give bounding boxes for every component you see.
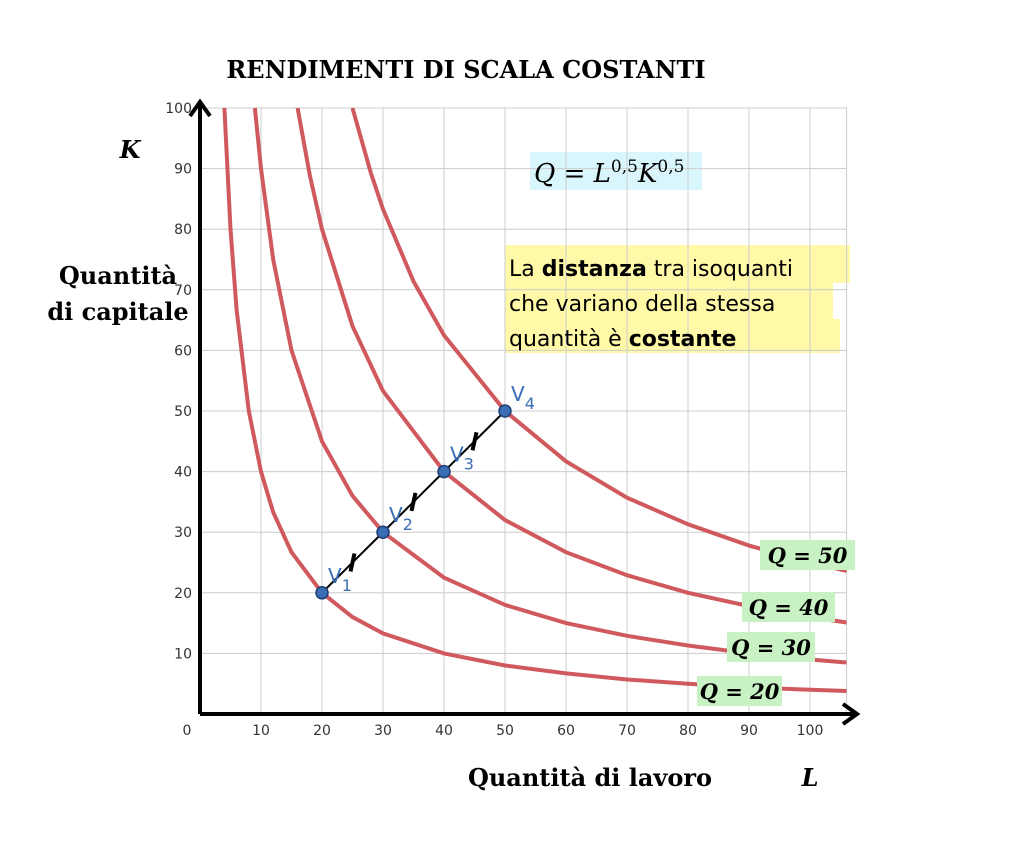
y-tick-label: 60 bbox=[174, 343, 192, 359]
isoquant bbox=[350, 107, 847, 573]
formula-part: 0,5 bbox=[611, 157, 638, 177]
point-label-sub: 1 bbox=[342, 576, 352, 595]
y-tick-label: 40 bbox=[174, 465, 192, 481]
formula-part: Q = L bbox=[534, 159, 611, 189]
note-line: che variano della stessa bbox=[509, 292, 775, 317]
point-label-main: V bbox=[511, 382, 525, 406]
chart-title: RENDIMENTI DI SCALA COSTANTI bbox=[226, 55, 705, 84]
x-tick-label: 90 bbox=[740, 723, 758, 739]
point-label: V4 bbox=[511, 382, 535, 413]
y-tick-label: 10 bbox=[174, 646, 192, 662]
legend-label: Q = 40 bbox=[749, 595, 829, 620]
point bbox=[437, 464, 451, 479]
x-tick-label: 50 bbox=[496, 723, 514, 739]
x-tick-label: 30 bbox=[374, 723, 392, 739]
note-segment: costante bbox=[629, 327, 737, 352]
y-tick-label: 90 bbox=[174, 162, 192, 178]
equal-distance-hatch bbox=[470, 431, 479, 451]
y-tick-label: 50 bbox=[174, 404, 192, 420]
point-label-main: V bbox=[328, 564, 342, 588]
y-axis-arrow bbox=[188, 98, 212, 118]
formula-box bbox=[530, 152, 702, 190]
note-line: La distanza tra isoquanti bbox=[509, 257, 793, 282]
point-label-main: V bbox=[450, 443, 464, 467]
y-axis-label: di capitale bbox=[47, 297, 188, 326]
x-tick-label: 20 bbox=[313, 723, 331, 739]
y-tick-label: 80 bbox=[174, 222, 192, 238]
legend-label: Q = 20 bbox=[700, 679, 780, 704]
note-line: quantità è costante bbox=[509, 327, 736, 352]
legend-label: Q = 50 bbox=[768, 543, 848, 568]
note-segment: La bbox=[509, 257, 542, 282]
note-segment: quantità è bbox=[509, 327, 629, 352]
point-label-sub: 2 bbox=[403, 515, 413, 534]
x-tick-label: 60 bbox=[557, 723, 575, 739]
formula: Q = L0,5K0,5 bbox=[534, 157, 684, 189]
x-tick-label: 10 bbox=[252, 723, 270, 739]
x-tick-label: 70 bbox=[618, 723, 636, 739]
x-tick-label: 0 bbox=[183, 723, 192, 739]
point-label-sub: 4 bbox=[525, 394, 535, 413]
note-segment: che variano della stessa bbox=[509, 292, 775, 317]
y-axis-symbol: K bbox=[119, 135, 142, 164]
legend-label: Q = 30 bbox=[731, 635, 811, 660]
point-label: V2 bbox=[389, 503, 413, 534]
point-label: V1 bbox=[328, 564, 352, 595]
legend-box bbox=[697, 676, 782, 706]
legend-box bbox=[742, 592, 835, 622]
x-axis-arrow bbox=[841, 702, 861, 726]
x-tick-label: 80 bbox=[679, 723, 697, 739]
point-label-main: V bbox=[389, 503, 403, 527]
y-tick-label: 70 bbox=[174, 283, 192, 299]
point-label: V3 bbox=[450, 443, 474, 474]
equal-distance-hatch bbox=[409, 492, 418, 512]
point bbox=[315, 586, 329, 600]
note-box bbox=[505, 283, 833, 319]
y-axis-label: Quantità bbox=[59, 261, 177, 290]
legend-box bbox=[727, 632, 815, 662]
legend-box bbox=[760, 540, 855, 570]
y-tick-label: 20 bbox=[174, 586, 192, 602]
x-tick-label: 40 bbox=[435, 723, 453, 739]
y-tick-label: 30 bbox=[174, 525, 192, 541]
x-axis-label: Quantità di lavoro bbox=[468, 763, 712, 792]
note-segment: distanza bbox=[542, 257, 647, 282]
note-segment: tra isoquanti bbox=[647, 257, 793, 282]
formula-part: 0,5 bbox=[657, 157, 684, 177]
note-box bbox=[505, 319, 840, 353]
x-tick-label: 100 bbox=[797, 723, 824, 739]
formula-part: K bbox=[637, 159, 659, 189]
point bbox=[498, 404, 512, 418]
y-tick-label: 100 bbox=[165, 101, 192, 117]
point-label-sub: 3 bbox=[464, 455, 474, 474]
point bbox=[376, 525, 390, 539]
note-box bbox=[505, 245, 850, 283]
x-axis-symbol: L bbox=[801, 763, 819, 792]
equal-distance-hatch bbox=[348, 553, 357, 572]
